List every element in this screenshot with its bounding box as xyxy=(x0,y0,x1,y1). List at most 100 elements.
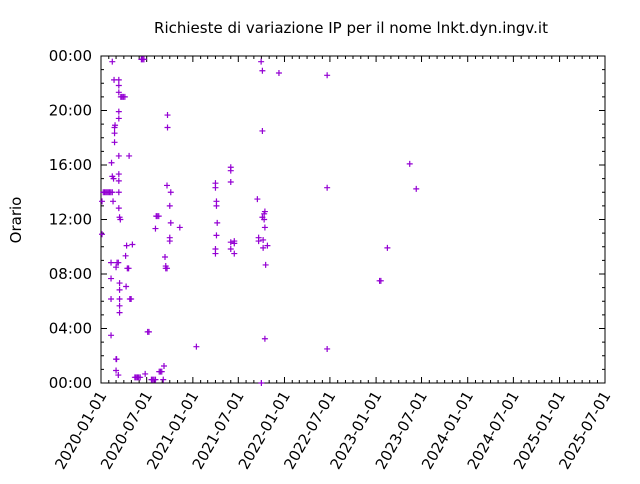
data-point xyxy=(122,252,129,259)
data-point xyxy=(384,244,391,251)
data-point xyxy=(212,184,219,191)
data-point xyxy=(113,264,120,271)
data-point xyxy=(258,380,265,386)
y-tick-label: 08:00 xyxy=(49,265,92,283)
data-point xyxy=(112,122,119,129)
data-point xyxy=(99,231,106,238)
data-point xyxy=(115,152,122,159)
data-point xyxy=(231,240,238,247)
data-point xyxy=(213,232,220,239)
y-tick-label: 20:00 xyxy=(49,102,92,120)
data-point xyxy=(116,280,123,287)
data-point xyxy=(261,224,268,231)
data-point xyxy=(324,345,331,352)
data-point xyxy=(227,239,234,246)
data-point xyxy=(108,259,115,266)
data-point xyxy=(377,277,384,284)
data-point xyxy=(109,58,116,65)
data-point xyxy=(255,238,262,245)
data-point xyxy=(110,175,117,182)
data-point xyxy=(142,370,149,377)
data-point xyxy=(115,259,122,266)
data-point xyxy=(126,152,133,159)
data-point xyxy=(125,265,132,272)
data-point xyxy=(324,184,331,191)
data-point xyxy=(162,253,169,260)
data-point xyxy=(260,244,267,251)
data-point xyxy=(115,76,122,83)
data-point xyxy=(108,159,115,166)
data-point xyxy=(261,335,268,342)
data-point xyxy=(259,67,266,74)
data-point xyxy=(137,374,144,381)
data-point xyxy=(111,130,118,137)
data-point xyxy=(167,189,174,196)
data-point xyxy=(115,205,122,212)
data-point xyxy=(115,115,122,122)
data-point xyxy=(123,242,130,249)
data-point xyxy=(108,295,115,302)
data-point xyxy=(115,82,122,89)
data-point xyxy=(413,185,420,192)
data-point xyxy=(227,246,234,253)
data-point xyxy=(99,198,106,205)
y-tick-label: 04:00 xyxy=(49,320,92,338)
data-point xyxy=(108,275,115,282)
data-point xyxy=(164,182,171,189)
data-point xyxy=(166,238,173,245)
data-point xyxy=(212,250,219,257)
data-point xyxy=(116,295,123,302)
y-tick-label: 16:00 xyxy=(49,156,92,174)
data-point xyxy=(261,216,268,223)
data-point xyxy=(213,198,220,205)
data-point xyxy=(227,179,234,186)
data-point xyxy=(116,286,123,293)
data-point xyxy=(406,160,413,167)
y-tick-label: 00:00 xyxy=(49,374,92,392)
data-point xyxy=(111,139,118,146)
data-point xyxy=(115,177,122,184)
data-point xyxy=(110,198,117,205)
data-point xyxy=(109,189,116,196)
data-point xyxy=(258,58,265,65)
chart-title: Richieste di variazione IP per il nome l… xyxy=(154,19,548,37)
data-point xyxy=(214,219,221,226)
data-point xyxy=(129,241,136,248)
data-point xyxy=(227,167,234,174)
data-point xyxy=(115,372,122,379)
data-point xyxy=(115,108,122,115)
data-point xyxy=(123,283,130,290)
plot-layer: 00:0004:0008:0012:0016:0020:0000:002020-… xyxy=(49,47,615,473)
data-point xyxy=(152,376,159,383)
data-point xyxy=(155,213,162,220)
data-point xyxy=(116,302,123,309)
data-point xyxy=(128,295,135,302)
data-point xyxy=(176,224,183,231)
data-point xyxy=(324,72,331,79)
data-point xyxy=(140,56,147,63)
data-point xyxy=(254,196,261,203)
data-point xyxy=(264,242,271,249)
data-point xyxy=(117,216,124,223)
data-point xyxy=(259,127,266,134)
data-point xyxy=(113,367,120,374)
data-point xyxy=(231,250,238,257)
data-point xyxy=(113,356,120,363)
data-point xyxy=(161,362,167,369)
data-point xyxy=(115,189,122,196)
data-point xyxy=(121,93,128,100)
data-point xyxy=(275,70,282,77)
data-point xyxy=(160,376,167,383)
y-tick-label: 12:00 xyxy=(49,211,92,229)
data-point xyxy=(166,202,173,209)
data-point xyxy=(108,332,115,339)
data-point xyxy=(152,225,159,232)
data-point xyxy=(164,265,171,272)
data-point xyxy=(115,89,122,96)
data-point xyxy=(158,368,165,375)
data-point xyxy=(116,309,123,316)
data-point xyxy=(261,208,268,215)
data-point xyxy=(260,236,267,243)
